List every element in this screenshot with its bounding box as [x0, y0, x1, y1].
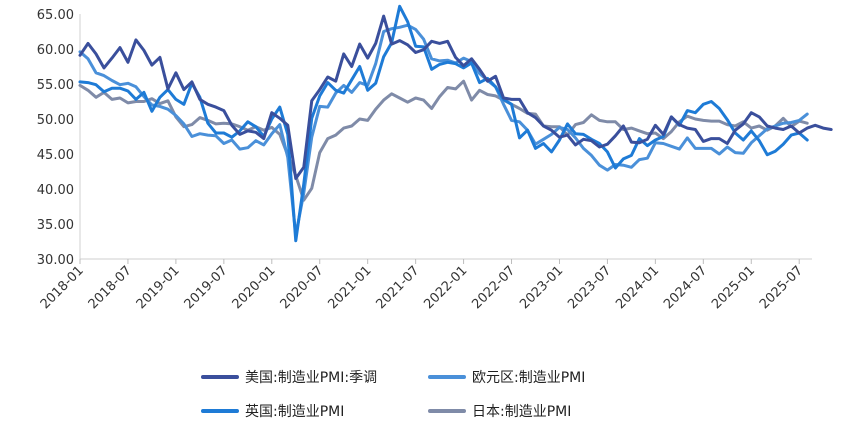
y-axis: 30.00 35.00 40.00 45.00 50.00 55.00 60.00 65.00: [37, 8, 81, 268]
legend-label: 欧元区:制造业PMI: [472, 370, 585, 386]
y-tick-label: 55.00: [37, 78, 74, 93]
x-tick-label: 2018-01: [38, 263, 87, 312]
x-tick-label: 2021-01: [325, 263, 374, 312]
x-tick-label: 2021-07: [373, 263, 422, 312]
y-tick-label: 65.00: [37, 8, 74, 23]
x-tick-label: 2020-07: [278, 263, 327, 312]
y-tick-label: 60.00: [37, 43, 74, 58]
legend-item-1: 美国:制造业PMI:季调: [201, 370, 377, 386]
x-tick-label: 2024-01: [613, 263, 662, 312]
legend-item-2: 欧元区:制造业PMI: [428, 370, 585, 386]
x-axis: 2018-012018-072019-012019-072020-012020-…: [38, 258, 812, 312]
x-tick-label: 2024-07: [661, 263, 710, 312]
x-tick-label: 2018-07: [86, 263, 135, 312]
series-lines: [78, 4, 833, 243]
legend: 美国:制造业PMI:季调 欧元区:制造业PMI 英国:制造业PMI 日本:制造业PMI: [201, 370, 585, 420]
legend-label: 日本:制造业PMI: [472, 404, 571, 420]
y-tick-label: 50.00: [37, 113, 74, 128]
x-tick-label: 2025-07: [757, 263, 806, 312]
x-tick-label: 2019-07: [182, 263, 231, 312]
x-tick-label: 2019-01: [134, 263, 183, 312]
y-tick-label: 30.00: [37, 253, 74, 268]
x-tick-label: 2022-07: [469, 263, 518, 312]
x-tick-label: 2023-01: [517, 263, 566, 312]
legend-item-4: 日本:制造业PMI: [428, 404, 571, 420]
legend-label: 美国:制造业PMI:季调: [245, 370, 377, 386]
y-tick-label: 45.00: [37, 148, 74, 163]
y-tick-label: 40.00: [37, 183, 74, 198]
series-line-1: [78, 14, 833, 180]
y-tick-label: 35.00: [37, 218, 74, 233]
series-line-2: [78, 23, 809, 237]
series-line-4: [78, 79, 809, 202]
legend-item-3: 英国:制造业PMI: [201, 403, 344, 420]
x-tick-label: 2020-01: [230, 263, 279, 312]
x-tick-label: 2025-01: [709, 263, 758, 312]
x-tick-label: 2022-01: [421, 263, 470, 312]
legend-label: 英国:制造业PMI: [245, 403, 344, 420]
x-tick-label: 2023-07: [565, 263, 614, 312]
